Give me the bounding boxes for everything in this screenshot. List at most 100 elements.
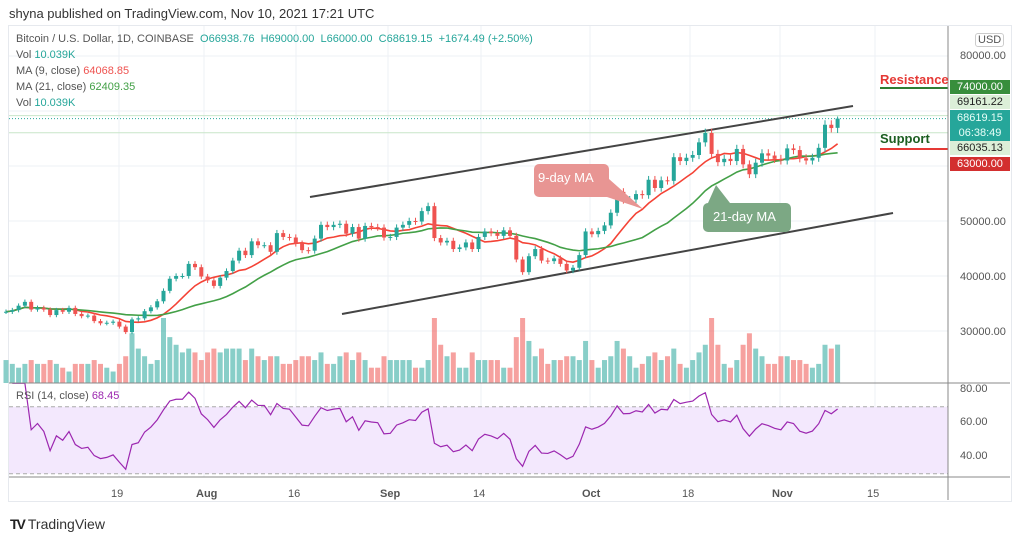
volume-bar	[129, 333, 135, 383]
candle-body	[640, 194, 645, 196]
tradingview-logo[interactable]: TV TradingView	[10, 516, 105, 532]
symbol-legend: Bitcoin / U.S. Dollar, 1D, COINBASE O669…	[16, 33, 533, 45]
bar-countdown: 06:38:49	[958, 127, 1002, 139]
ma21-legend[interactable]: MA (21, close) 62409.35	[16, 81, 136, 93]
volume-bar	[72, 363, 78, 383]
candle-body	[111, 321, 116, 323]
candle-body	[142, 311, 147, 319]
volume-bar	[633, 367, 639, 383]
currency-button[interactable]: USD	[975, 33, 1005, 47]
candle-body	[438, 238, 443, 243]
candle-body	[810, 157, 815, 161]
volume-bar	[450, 352, 456, 383]
candle-body	[646, 179, 651, 196]
candle-body	[823, 124, 827, 148]
volume-bar	[564, 356, 570, 383]
volume-bar	[715, 344, 721, 383]
ohlc-close: C68619.15	[378, 33, 433, 45]
volume-bar	[356, 352, 362, 383]
symbol-name: Bitcoin / U.S. Dollar, 1D, COINBASE	[16, 33, 194, 45]
volume-bar	[494, 360, 500, 383]
candle-body	[98, 321, 103, 324]
volume-bar	[205, 352, 211, 383]
rsi-pane	[9, 382, 948, 475]
vol2-legend[interactable]: Vol 10.039K	[16, 97, 76, 109]
volume-bar	[627, 356, 633, 383]
candle-body	[608, 212, 613, 226]
volume-bar	[41, 363, 47, 383]
candle-body	[482, 231, 487, 237]
candle-body	[230, 260, 235, 272]
volume-bar	[236, 348, 242, 383]
volume-bar	[444, 356, 450, 383]
volume-bar	[431, 318, 437, 383]
volume-bar	[123, 356, 129, 383]
candle-body	[4, 311, 8, 313]
time-tick: 18	[682, 488, 695, 500]
ma-callouts	[534, 164, 791, 232]
volume-bar	[791, 360, 796, 383]
candle-body	[690, 155, 695, 158]
rsi-tick: 80.00	[960, 383, 988, 395]
volume-bar	[192, 352, 198, 383]
volume-bar	[482, 360, 488, 383]
candle-body	[16, 305, 21, 311]
candle-body	[363, 225, 368, 239]
volume-bar	[728, 367, 733, 383]
volume-bar	[274, 356, 280, 383]
candle-body	[60, 310, 65, 312]
candle-body	[268, 245, 273, 252]
volume-bar	[66, 371, 72, 383]
candle-body	[753, 162, 758, 175]
candle-body	[426, 206, 431, 212]
volume-bar	[721, 363, 727, 383]
vol-legend[interactable]: Vol 10.039K	[16, 49, 76, 61]
grid	[9, 26, 948, 477]
candle-body	[331, 224, 336, 228]
volume-bar	[639, 363, 645, 383]
price-tick: 50000.00	[960, 216, 1006, 228]
candle-body	[583, 231, 588, 256]
ma9-callout-text: 9-day MA	[538, 170, 594, 185]
candle-body	[501, 230, 506, 236]
volume-bar	[759, 356, 765, 383]
candle-body	[356, 227, 361, 239]
volume-bar	[803, 363, 809, 383]
candle-body	[520, 259, 525, 273]
candle-body	[728, 158, 733, 162]
candle-body	[785, 148, 790, 161]
rsi-legend[interactable]: RSI (14, close) 68.45	[16, 390, 120, 402]
candle-body	[734, 148, 739, 162]
volume-bars	[3, 318, 841, 383]
volume-bar	[828, 348, 834, 383]
volume-bar	[620, 348, 626, 383]
candle-body	[123, 326, 128, 333]
rsi-tick: 40.00	[960, 450, 988, 462]
volume-bar	[79, 363, 85, 383]
candle-body	[394, 227, 399, 237]
time-tick: Oct	[582, 488, 601, 500]
candle-body	[369, 225, 374, 228]
volume-bar	[406, 360, 412, 383]
volume-bar	[324, 363, 330, 383]
volume-bar	[116, 363, 122, 383]
resistance-label: Resistance	[880, 72, 949, 87]
ohlc-change: +1674.49 (+2.50%)	[438, 33, 533, 45]
candle-body	[678, 157, 683, 162]
volume-bar	[381, 356, 387, 383]
volume-bar	[513, 337, 519, 383]
ma9-legend[interactable]: MA (9, close) 64068.85	[16, 65, 130, 77]
candle-body	[48, 309, 53, 316]
candle-body	[218, 277, 223, 286]
volume-bar	[469, 352, 475, 383]
candle-body	[463, 242, 468, 248]
volume-bar	[784, 356, 790, 383]
time-tick: 16	[288, 488, 301, 500]
candle-body	[457, 247, 462, 250]
volume-bar	[646, 356, 652, 383]
volume-bar	[570, 356, 576, 383]
ma21-callout-text: 21-day MA	[713, 209, 776, 224]
volume-bar	[400, 360, 406, 383]
volume-bar	[740, 344, 746, 383]
